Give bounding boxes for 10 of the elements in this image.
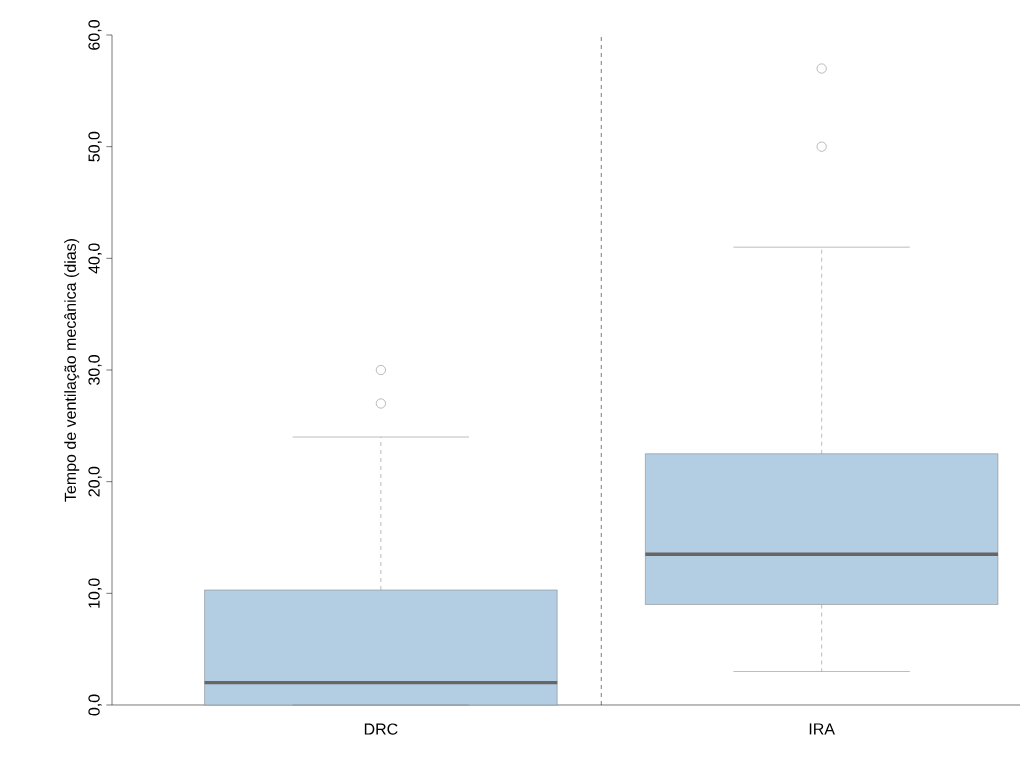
y-tick-label: 20,0 [88, 466, 102, 497]
x-tick-label: IRA [809, 723, 835, 735]
y-tick-label: 50,0 [88, 131, 102, 162]
y-tick-label: 60,0 [88, 20, 102, 50]
y-tick-label: 40,0 [88, 243, 102, 274]
x-tick-label: DRC [364, 723, 398, 735]
y-tick-label: 30,0 [88, 355, 102, 385]
y-tick-label: 10,0 [88, 578, 102, 608]
y-tick-label: 0,0 [88, 694, 102, 716]
y-axis-title: Tempo de ventilação mecânica (dias) [64, 238, 80, 502]
